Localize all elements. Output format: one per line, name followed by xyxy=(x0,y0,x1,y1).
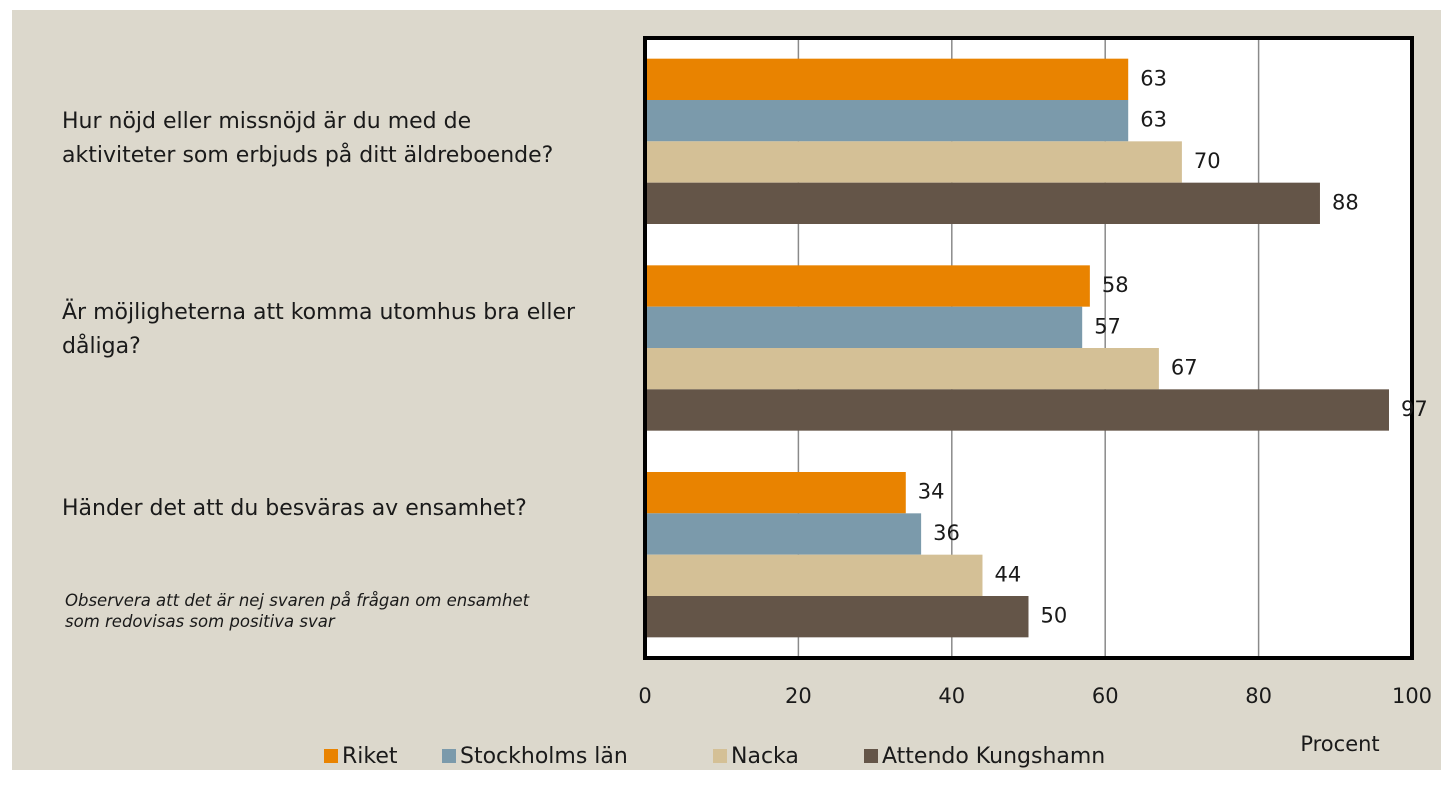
bar xyxy=(645,100,1129,142)
data-label: 44 xyxy=(994,562,1021,586)
data-label: 36 xyxy=(933,521,960,545)
data-label: 88 xyxy=(1332,190,1359,214)
data-label: 63 xyxy=(1140,108,1167,132)
y-tick-label: Är möjligheterna att komma utomhus bra e… xyxy=(62,300,576,359)
bar xyxy=(645,348,1159,390)
bar xyxy=(645,265,1090,307)
plot-border xyxy=(643,36,1414,660)
bar xyxy=(645,554,983,596)
data-label: 70 xyxy=(1194,149,1221,173)
legend-label: Attendo Kungshamn xyxy=(882,744,1105,769)
x-tick-label: 0 xyxy=(638,684,651,708)
bar xyxy=(645,141,1182,183)
data-label: 63 xyxy=(1140,66,1167,90)
data-label: 50 xyxy=(1041,604,1068,628)
y-tick-label: Hur nöjd eller missnöjd är du med de akt… xyxy=(62,109,554,168)
x-tick-label: 20 xyxy=(785,684,812,708)
x-tick-label: 80 xyxy=(1245,684,1272,708)
data-label: 57 xyxy=(1094,314,1121,338)
bar xyxy=(645,472,906,514)
bar xyxy=(645,58,1129,100)
legend-label: Riket xyxy=(342,744,398,769)
legend-swatch xyxy=(713,749,727,763)
bar xyxy=(645,513,922,555)
legend-swatch xyxy=(864,749,878,763)
x-tick-label: 60 xyxy=(1092,684,1119,708)
data-label: 58 xyxy=(1102,273,1129,297)
y-tick-label: Händer det att du besväras av ensamhet? xyxy=(62,496,527,521)
x-tick-label: 40 xyxy=(938,684,965,708)
annotation: Observera att det är nej svaren på fråga… xyxy=(65,591,530,631)
bar xyxy=(645,596,1029,638)
x-axis-label: Procent xyxy=(1300,732,1379,756)
data-label: 97 xyxy=(1401,397,1428,421)
data-label: 34 xyxy=(918,480,945,504)
legend-label: Stockholms län xyxy=(460,744,628,769)
legend-swatch xyxy=(324,749,338,763)
bar xyxy=(645,389,1389,431)
legend-label: Nacka xyxy=(731,744,799,769)
legend-swatch xyxy=(442,749,456,763)
data-label: 67 xyxy=(1171,356,1198,380)
x-tick-label: 100 xyxy=(1392,684,1432,708)
bar xyxy=(645,306,1083,348)
bar xyxy=(645,182,1320,224)
